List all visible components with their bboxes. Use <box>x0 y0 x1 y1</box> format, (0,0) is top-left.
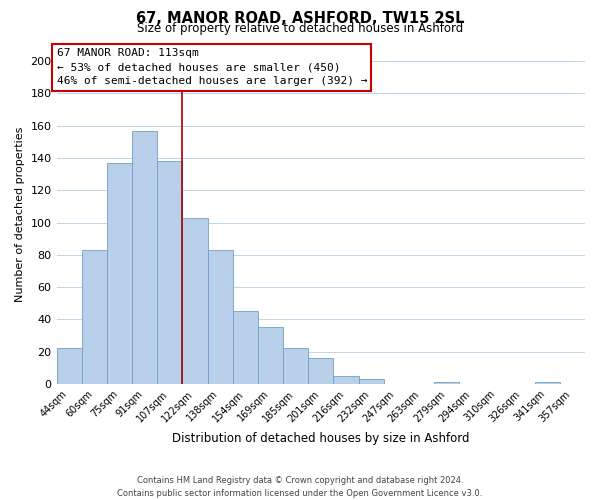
Y-axis label: Number of detached properties: Number of detached properties <box>15 127 25 302</box>
Bar <box>182 218 208 384</box>
Text: 67 MANOR ROAD: 113sqm
← 53% of detached houses are smaller (450)
46% of semi-det: 67 MANOR ROAD: 113sqm ← 53% of detached … <box>56 48 367 86</box>
Bar <box>283 348 308 384</box>
Text: Contains HM Land Registry data © Crown copyright and database right 2024.
Contai: Contains HM Land Registry data © Crown c… <box>118 476 482 498</box>
Bar <box>258 328 283 384</box>
Bar <box>157 161 182 384</box>
Text: Size of property relative to detached houses in Ashford: Size of property relative to detached ho… <box>137 22 463 35</box>
Bar <box>535 382 560 384</box>
Bar <box>208 250 233 384</box>
X-axis label: Distribution of detached houses by size in Ashford: Distribution of detached houses by size … <box>172 432 470 445</box>
Bar <box>233 312 258 384</box>
Bar <box>132 130 157 384</box>
Bar <box>56 348 82 384</box>
Bar <box>334 376 359 384</box>
Bar <box>359 379 383 384</box>
Bar <box>308 358 334 384</box>
Text: 67, MANOR ROAD, ASHFORD, TW15 2SL: 67, MANOR ROAD, ASHFORD, TW15 2SL <box>136 11 464 26</box>
Bar <box>434 382 459 384</box>
Bar <box>82 250 107 384</box>
Bar <box>107 163 132 384</box>
